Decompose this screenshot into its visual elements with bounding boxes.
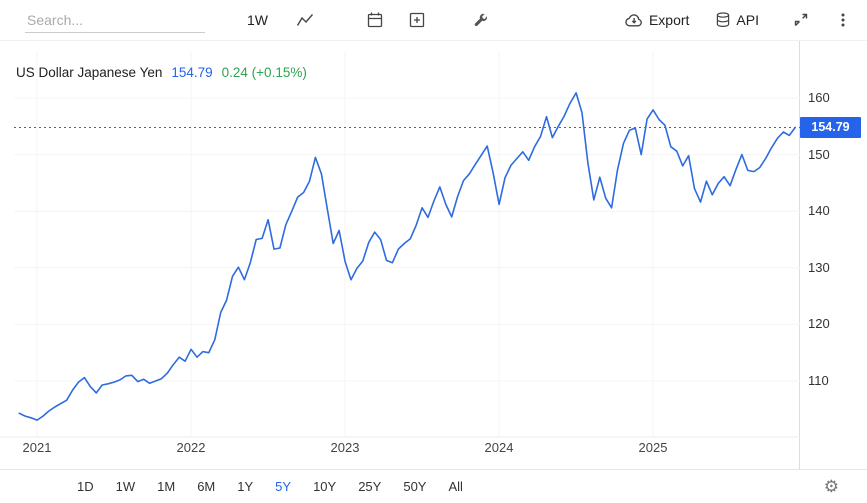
tools-button[interactable] [470, 9, 492, 31]
expand-icon [794, 13, 808, 26]
range-button-5y[interactable]: 5Y [266, 474, 300, 499]
api-button[interactable]: API [713, 9, 761, 31]
wrench-icon [474, 13, 488, 27]
y-axis-label: 130 [808, 259, 830, 275]
frequency-selector[interactable]: 1W [247, 12, 268, 28]
range-button-10y[interactable]: 10Y [304, 474, 345, 499]
range-button-50y[interactable]: 50Y [394, 474, 435, 499]
database-icon [717, 12, 730, 28]
more-options-button[interactable] [833, 10, 853, 30]
top-toolbar: 1W Export [0, 0, 867, 41]
add-indicator-button[interactable] [406, 9, 428, 31]
kebab-menu-icon [841, 13, 845, 27]
x-axis-label: 2023 [330, 440, 360, 455]
range-bar: 1D 1W 1M 6M 1Y 5Y 10Y 25Y 50Y All ⚙ [0, 469, 867, 503]
calendar-button[interactable] [364, 9, 386, 31]
x-axis-label: 2025 [638, 440, 668, 455]
x-axis-label: 2022 [176, 440, 206, 455]
y-axis-label: 110 [808, 373, 829, 388]
search-input[interactable] [25, 7, 205, 33]
settings-gear-button[interactable]: ⚙ [818, 477, 845, 496]
plus-square-icon [409, 12, 425, 28]
chart-main: US Dollar Japanese Yen 154.79 0.24 (+0.1… [0, 41, 867, 469]
price-change: 0.24 (+0.15%) [221, 65, 307, 80]
line-chart-type-button[interactable] [294, 10, 316, 30]
export-label: Export [648, 12, 690, 28]
instrument-title: US Dollar Japanese Yen [16, 65, 163, 80]
range-button-1y[interactable]: 1Y [228, 474, 262, 499]
last-price: 154.79 [171, 65, 213, 80]
last-price-badge: 154.79 [800, 116, 861, 138]
range-button-1m[interactable]: 1M [148, 474, 184, 499]
range-button-6m[interactable]: 6M [188, 474, 224, 499]
range-button-1w[interactable]: 1W [107, 474, 145, 499]
x-axis-label: 2024 [484, 440, 514, 455]
price-series-line [18, 92, 797, 421]
price-axis: 154.79 160 150 140 130 120 110 [800, 41, 867, 469]
fullscreen-button[interactable] [791, 10, 811, 30]
price-line-svg [0, 51, 800, 438]
y-axis-label: 160 [808, 90, 830, 105]
line-chart-icon [296, 14, 314, 26]
export-button[interactable]: Export [622, 9, 691, 31]
y-axis-label: 120 [808, 316, 830, 332]
range-button-1d[interactable]: 1D [68, 474, 103, 499]
api-label: API [736, 12, 759, 28]
y-axis-label: 150 [808, 146, 830, 162]
range-button-25y[interactable]: 25Y [349, 474, 390, 499]
y-axis-label: 140 [808, 203, 830, 219]
calendar-icon [367, 12, 383, 28]
export-cloud-icon [625, 14, 642, 27]
range-selector: 1D 1W 1M 6M 1Y 5Y 10Y 25Y 50Y All [68, 474, 472, 499]
chart-area: US Dollar Japanese Yen 154.79 0.24 (+0.1… [0, 41, 800, 469]
range-button-all[interactable]: All [439, 474, 471, 499]
price-chart-canvas[interactable] [0, 41, 800, 469]
x-axis-label: 2021 [22, 440, 52, 455]
chart-header: US Dollar Japanese Yen 154.79 0.24 (+0.1… [16, 65, 307, 80]
